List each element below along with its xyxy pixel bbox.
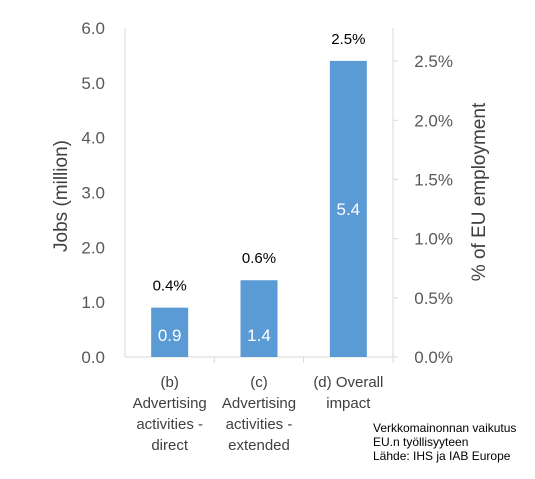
y2-axis-title: % of EU employment bbox=[469, 102, 490, 281]
caption-line: EU.n työllisyyteen bbox=[373, 435, 469, 449]
employment-share-label: 0.4% bbox=[153, 278, 187, 295]
y-tick-label: 4.0 bbox=[81, 129, 105, 148]
category-label: Advertising bbox=[133, 395, 207, 412]
y2-tick-label: 0.5% bbox=[414, 289, 453, 308]
category-label: impact bbox=[326, 395, 371, 412]
y2-tick-label: 1.0% bbox=[414, 230, 453, 249]
bar-value-label: 0.9 bbox=[158, 326, 182, 345]
employment-share-label: 0.6% bbox=[242, 250, 276, 267]
bar bbox=[240, 280, 278, 357]
y-tick-label: 5.0 bbox=[81, 74, 105, 93]
y2-tick-label: 2.5% bbox=[414, 52, 453, 71]
source-caption: Verkkomainonnan vaikutus EU.n työllisyyt… bbox=[373, 421, 516, 463]
caption-line: Verkkomainonnan vaikutus bbox=[373, 421, 517, 435]
category-label: direct bbox=[151, 437, 189, 454]
y-tick-label: 1.0 bbox=[81, 293, 105, 312]
category-label: (b) bbox=[160, 374, 178, 391]
y-tick-label: 0.0 bbox=[81, 348, 105, 367]
y2-tick-label: 2.0% bbox=[414, 111, 453, 130]
category-label: (d) Overall bbox=[313, 374, 383, 391]
category-label: Advertising bbox=[222, 395, 296, 412]
bar bbox=[151, 307, 189, 357]
category-label: activities - bbox=[226, 416, 293, 433]
bar-value-label: 1.4 bbox=[247, 326, 271, 345]
y2-tick-label: 0.0% bbox=[414, 348, 453, 367]
y-tick-label: 3.0 bbox=[81, 184, 105, 203]
y-tick-label: 6.0 bbox=[81, 19, 105, 38]
y-axis-title: Jobs (million) bbox=[51, 140, 72, 252]
y2-tick-label: 1.5% bbox=[414, 170, 453, 189]
bar bbox=[329, 60, 367, 358]
category-label: activities - bbox=[136, 416, 203, 433]
category-label: extended bbox=[228, 437, 290, 454]
y-tick-label: 2.0 bbox=[81, 238, 105, 257]
bar-value-label: 5.4 bbox=[337, 200, 361, 219]
category-label: (c) bbox=[250, 374, 268, 391]
caption-line: Lähde: IHS ja IAB Europe bbox=[373, 449, 511, 463]
employment-share-label: 2.5% bbox=[331, 31, 365, 48]
